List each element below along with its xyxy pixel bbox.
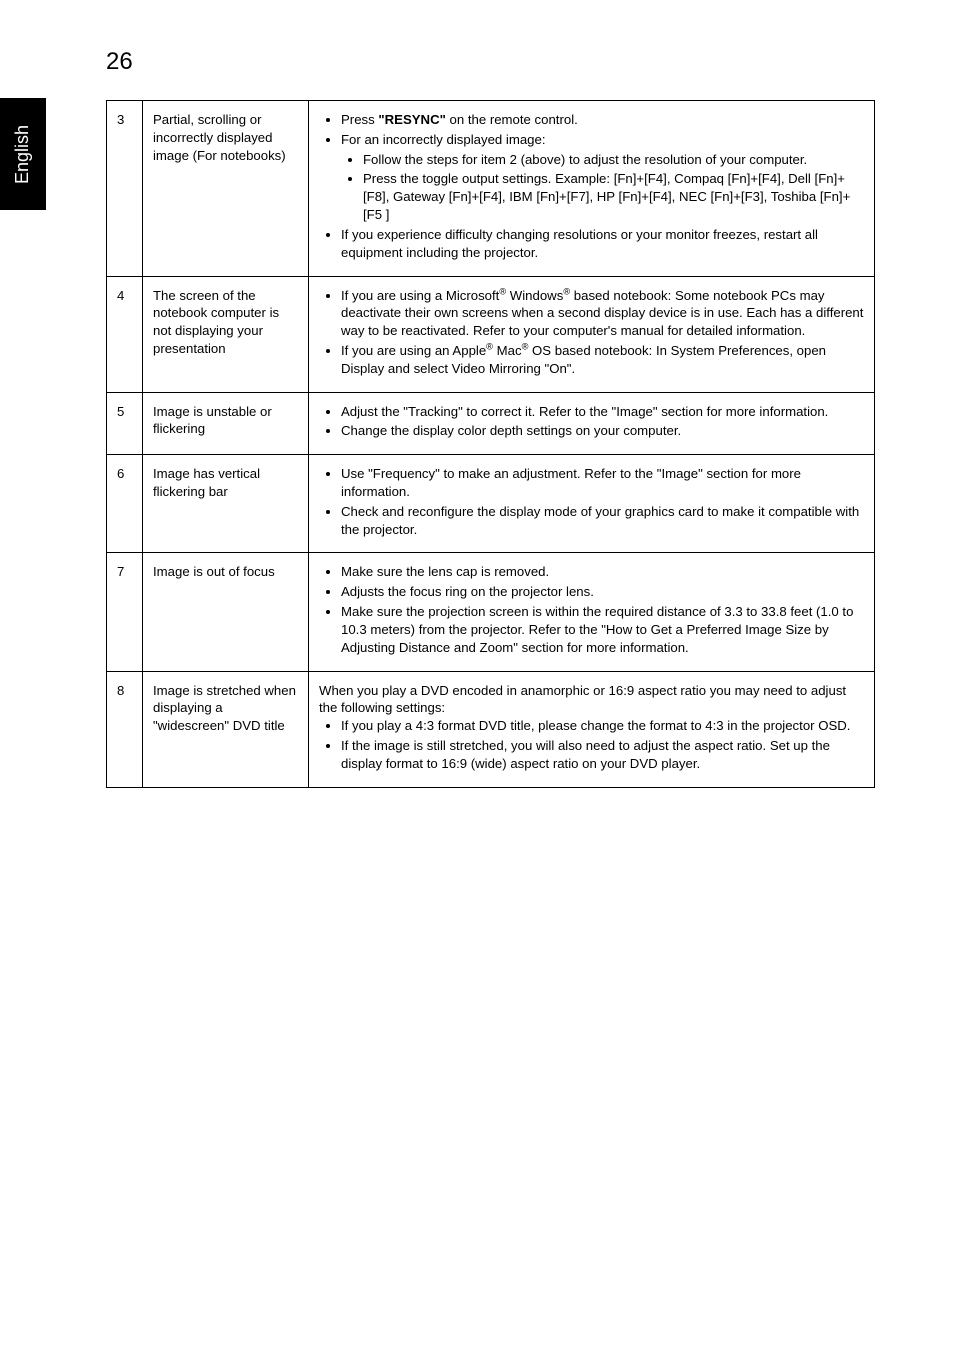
row-number: 8	[107, 671, 143, 787]
solution-cell: Use "Frequency" to make an adjustment. R…	[309, 455, 875, 553]
problem-cell: Image has vertical flickering bar	[143, 455, 309, 553]
row-number: 7	[107, 553, 143, 671]
solution-cell: Make sure the lens cap is removed.Adjust…	[309, 553, 875, 671]
problem-cell: Image is stretched when displaying a "wi…	[143, 671, 309, 787]
problem-cell: Image is unstable or flickering	[143, 392, 309, 455]
row-number: 3	[107, 101, 143, 277]
page-number: 26	[106, 48, 874, 76]
problem-cell: Image is out of focus	[143, 553, 309, 671]
table-row: 8Image is stretched when displaying a "w…	[107, 671, 875, 787]
row-number: 5	[107, 392, 143, 455]
row-number: 6	[107, 455, 143, 553]
table-row: 5Image is unstable or flickeringAdjust t…	[107, 392, 875, 455]
table-row: 6Image has vertical flickering barUse "F…	[107, 455, 875, 553]
row-number: 4	[107, 276, 143, 392]
language-tab-label: English	[13, 124, 34, 183]
solution-cell: If you are using a Microsoft® Windows® b…	[309, 276, 875, 392]
language-tab: English	[0, 98, 46, 210]
solution-cell: Adjust the "Tracking" to correct it. Ref…	[309, 392, 875, 455]
table-row: 3Partial, scrolling or incorrectly displ…	[107, 101, 875, 277]
table-row: 4The screen of the notebook computer is …	[107, 276, 875, 392]
solution-cell: When you play a DVD encoded in anamorphi…	[309, 671, 875, 787]
problem-cell: Partial, scrolling or incorrectly displa…	[143, 101, 309, 277]
solution-cell: Press "RESYNC" on the remote control.For…	[309, 101, 875, 277]
problem-cell: The screen of the notebook computer is n…	[143, 276, 309, 392]
troubleshooting-table: 3Partial, scrolling or incorrectly displ…	[106, 100, 875, 788]
table-row: 7Image is out of focusMake sure the lens…	[107, 553, 875, 671]
